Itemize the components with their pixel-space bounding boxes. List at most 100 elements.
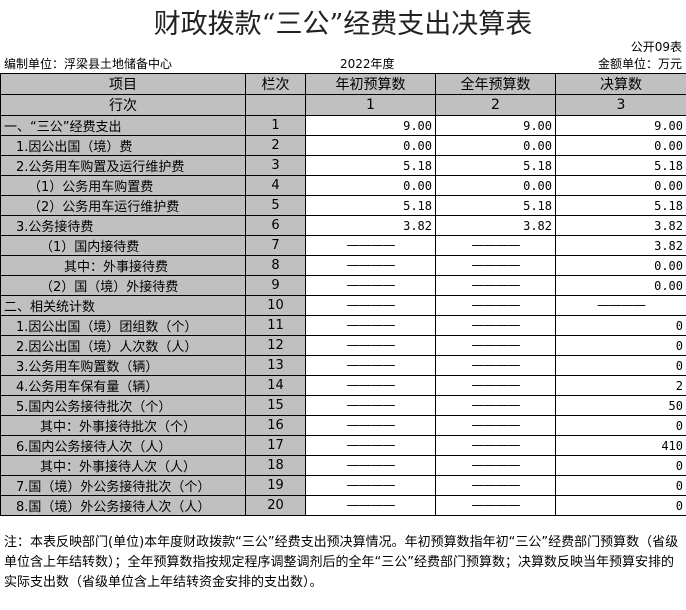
- value-cell-c1: ————: [305, 275, 436, 296]
- row-number-cell: 1: [245, 115, 306, 136]
- value-cell-c2: 9.00: [435, 115, 556, 136]
- value-cell-c3: 0: [555, 335, 686, 356]
- table-row: 其中：外事接待人次（人） 18 ———— ———— 0: [0, 455, 686, 476]
- table-row: （1）国内接待费 7 ———— ———— 3.82: [0, 235, 686, 256]
- value-cell-c2: ————: [435, 435, 556, 456]
- item-cell: （2）国（境）外接待费: [0, 275, 246, 296]
- value-cell-c2: ————: [435, 495, 556, 516]
- item-cell: 2.公务用车购置及运行维护费: [0, 155, 246, 176]
- table-row: 3.公务用车购置数（辆） 13 ———— ———— 0: [0, 355, 686, 376]
- value-cell-c3: 0.00: [555, 135, 686, 156]
- header-cell: 项目: [0, 73, 246, 95]
- item-cell: 3.公务用车购置数（辆）: [0, 355, 246, 376]
- value-cell-c2: ————: [435, 295, 556, 316]
- item-cell: 6.国内公务接待人次（人）: [0, 435, 246, 456]
- value-cell-c2: ————: [435, 415, 556, 436]
- subheader-cell: 1: [305, 94, 436, 116]
- item-cell: 其中：外事接待批次（个）: [0, 415, 246, 436]
- value-cell-c1: ————: [305, 375, 436, 396]
- table-row: 2.因公出国（境）人次数（人） 12 ———— ———— 0: [0, 335, 686, 356]
- value-cell-c3: 9.00: [555, 115, 686, 136]
- value-cell-c2: ————: [435, 395, 556, 416]
- item-cell: （1）国内接待费: [0, 235, 246, 256]
- value-cell-c1: 9.00: [305, 115, 436, 136]
- value-cell-c3: 0: [555, 455, 686, 476]
- form-number: 公开09表: [630, 40, 682, 54]
- footnote: 注：本表反映部门(单位)本年度财政拨款“三公”经费支出预决算情况。年初预算数指年…: [4, 535, 679, 590]
- value-cell-c1: ————: [305, 295, 436, 316]
- row-number-cell: 19: [245, 475, 306, 496]
- item-cell: 二、相关统计数: [0, 295, 246, 316]
- row-number-cell: 3: [245, 155, 306, 176]
- row-number-cell: 11: [245, 315, 306, 336]
- value-cell-c1: ————: [305, 315, 436, 336]
- header-cell: 决算数: [555, 73, 686, 95]
- header-cell: 年初预算数: [305, 73, 436, 95]
- row-number-cell: 7: [245, 235, 306, 256]
- value-cell-c3: ————: [555, 295, 686, 316]
- table-row: 其中：外事接待批次（个） 16 ———— ———— 0: [0, 415, 686, 436]
- value-cell-c2: 3.82: [435, 215, 556, 236]
- value-cell-c3: 410: [555, 435, 686, 456]
- value-cell-c2: ————: [435, 255, 556, 276]
- value-cell-c2: ————: [435, 455, 556, 476]
- table-row: （2）国（境）外接待费 9 ———— ———— 0.00: [0, 275, 686, 296]
- item-cell: 1.因公出国（境）团组数（个）: [0, 315, 246, 336]
- item-cell: 1.因公出国（境）费: [0, 135, 246, 156]
- value-cell-c3: 0.00: [555, 175, 686, 196]
- row-number-cell: 15: [245, 395, 306, 416]
- fiscal-year: 2022年度: [340, 57, 395, 71]
- row-number-cell: 13: [245, 355, 306, 376]
- value-cell-c1: ————: [305, 475, 436, 496]
- value-cell-c1: 3.82: [305, 215, 436, 236]
- row-number-cell: 16: [245, 415, 306, 436]
- value-cell-c1: ————: [305, 455, 436, 476]
- header-row: 项目 栏次 年初预算数 全年预算数 决算数: [0, 73, 686, 95]
- value-cell-c3: 3.82: [555, 215, 686, 236]
- table-row: （1）公务用车购置费 4 0.00 0.00 0.00: [0, 175, 686, 196]
- value-cell-c3: 0: [555, 315, 686, 336]
- table-row: 3.公务接待费 6 3.82 3.82 3.82: [0, 215, 686, 236]
- value-cell-c2: ————: [435, 315, 556, 336]
- row-number-cell: 14: [245, 375, 306, 396]
- page-title: 财政拨款“三公”经费支出决算表: [153, 9, 533, 40]
- item-cell: 7.国（境）外公务接待批次（个）: [0, 475, 246, 496]
- row-number-cell: 10: [245, 295, 306, 316]
- value-cell-c1: 5.18: [305, 195, 436, 216]
- subheader-cell: 行次: [0, 94, 246, 116]
- row-number-cell: 2: [245, 135, 306, 156]
- value-cell-c1: ————: [305, 415, 436, 436]
- table-row: 6.国内公务接待人次（人） 17 ———— ———— 410: [0, 435, 686, 456]
- three-public-expenses-table: 项目 栏次 年初预算数 全年预算数 决算数 行次 1 2 3 一、“三公”经费支…: [0, 73, 686, 516]
- item-cell: 8.国（境）外公务接待人次（人）: [0, 495, 246, 516]
- value-cell-c2: ————: [435, 375, 556, 396]
- value-cell-c2: 0.00: [435, 175, 556, 196]
- value-cell-c2: ————: [435, 235, 556, 256]
- table-row: 4.公务用车保有量（辆） 14 ———— ———— 2: [0, 375, 686, 396]
- value-cell-c1: ————: [305, 235, 436, 256]
- value-cell-c2: 5.18: [435, 195, 556, 216]
- table-row: 一、“三公”经费支出 1 9.00 9.00 9.00: [0, 115, 686, 136]
- value-cell-c1: ————: [305, 255, 436, 276]
- value-cell-c3: 0.00: [555, 275, 686, 296]
- value-cell-c3: 50: [555, 395, 686, 416]
- item-cell: 3.公务接待费: [0, 215, 246, 236]
- row-number-cell: 4: [245, 175, 306, 196]
- table-row: 7.国（境）外公务接待批次（个） 19 ———— ———— 0: [0, 475, 686, 496]
- value-cell-c2: ————: [435, 335, 556, 356]
- value-cell-c3: 0.00: [555, 255, 686, 276]
- row-number-cell: 8: [245, 255, 306, 276]
- row-number-cell: 6: [245, 215, 306, 236]
- value-cell-c3: 3.82: [555, 235, 686, 256]
- table-row: 2.公务用车购置及运行维护费 3 5.18 5.18 5.18: [0, 155, 686, 176]
- subheader-cell: [245, 94, 306, 116]
- item-cell: 2.因公出国（境）人次数（人）: [0, 335, 246, 356]
- item-cell: 其中：外事接待费: [0, 255, 246, 276]
- row-number-cell: 17: [245, 435, 306, 456]
- item-cell: 其中：外事接待人次（人）: [0, 455, 246, 476]
- value-cell-c2: ————: [435, 275, 556, 296]
- table-row: （2）公务用车运行维护费 5 5.18 5.18 5.18: [0, 195, 686, 216]
- table-row: 其中：外事接待费 8 ———— ———— 0.00: [0, 255, 686, 276]
- item-cell: 一、“三公”经费支出: [0, 115, 246, 136]
